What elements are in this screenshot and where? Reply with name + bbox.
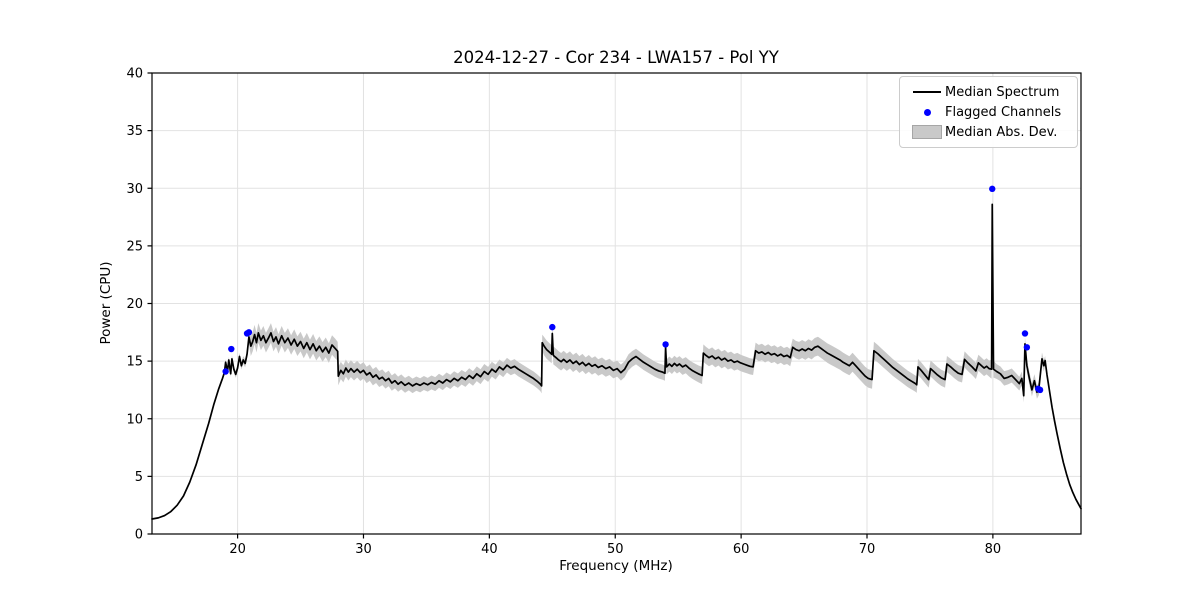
y-tick-label: 10 <box>126 412 143 427</box>
y-tick-label: 20 <box>126 297 143 312</box>
flagged-channel-markers <box>222 185 1044 394</box>
median-spectrum-line <box>151 203 1082 520</box>
legend-label: Flagged Channels <box>945 104 1062 120</box>
flagged-channel-dot <box>1023 344 1031 351</box>
y-tick-label: 40 <box>126 67 143 82</box>
y-tick-label: 5 <box>135 470 143 485</box>
grid-lines <box>152 72 1081 535</box>
y-axis-label: Power (CPU) <box>98 261 114 345</box>
x-tick-label: 40 <box>481 542 498 557</box>
x-tick-label: 20 <box>229 542 246 557</box>
flagged-channel-dot <box>989 185 996 193</box>
x-tick-label: 80 <box>985 542 1002 557</box>
flagged-channel-dot <box>228 345 235 353</box>
x-tick-label: 60 <box>733 542 750 557</box>
x-tick-label: 70 <box>859 542 876 557</box>
y-tick-label: 30 <box>126 182 143 197</box>
flagged-channel-dot <box>549 323 556 331</box>
y-tick-label: 35 <box>126 124 143 139</box>
legend-label: Median Abs. Dev. <box>945 124 1058 140</box>
mad-patch-swatch-icon <box>909 125 945 139</box>
median-line-swatch-icon <box>909 91 945 93</box>
mad-band <box>152 194 1081 520</box>
axis-ticks <box>147 72 994 539</box>
flagged-marker-swatch-icon <box>909 108 945 116</box>
legend-item-flagged-channels: Flagged Channels <box>909 104 1068 120</box>
x-axis-label: Frequency (MHz) <box>559 558 673 574</box>
x-tick-label: 30 <box>355 542 372 557</box>
y-tick-label: 0 <box>135 528 143 543</box>
y-tick-label: 15 <box>126 355 143 370</box>
legend-item-median-spectrum: Median Spectrum <box>909 84 1068 100</box>
legend-item-median-abs-dev: Median Abs. Dev. <box>909 124 1068 140</box>
chart-title: 2024-12-27 - Cor 234 - LWA157 - Pol YY <box>453 48 779 67</box>
x-tick-label: 50 <box>607 542 624 557</box>
flagged-channel-dot <box>1036 386 1044 394</box>
flagged-channel-dot <box>222 368 229 375</box>
y-tick-label: 25 <box>126 239 143 254</box>
flagged-channel-dot <box>1021 330 1029 337</box>
legend-label: Median Spectrum <box>945 84 1060 100</box>
axis-tick-labels: 20 30 40 50 60 70 80 0 5 10 15 20 25 30 35 40 <box>126 67 1001 558</box>
flagged-channel-dot <box>245 329 253 336</box>
legend: Median Spectrum Flagged Channels Median … <box>899 76 1078 148</box>
flagged-channel-dot <box>662 341 669 348</box>
